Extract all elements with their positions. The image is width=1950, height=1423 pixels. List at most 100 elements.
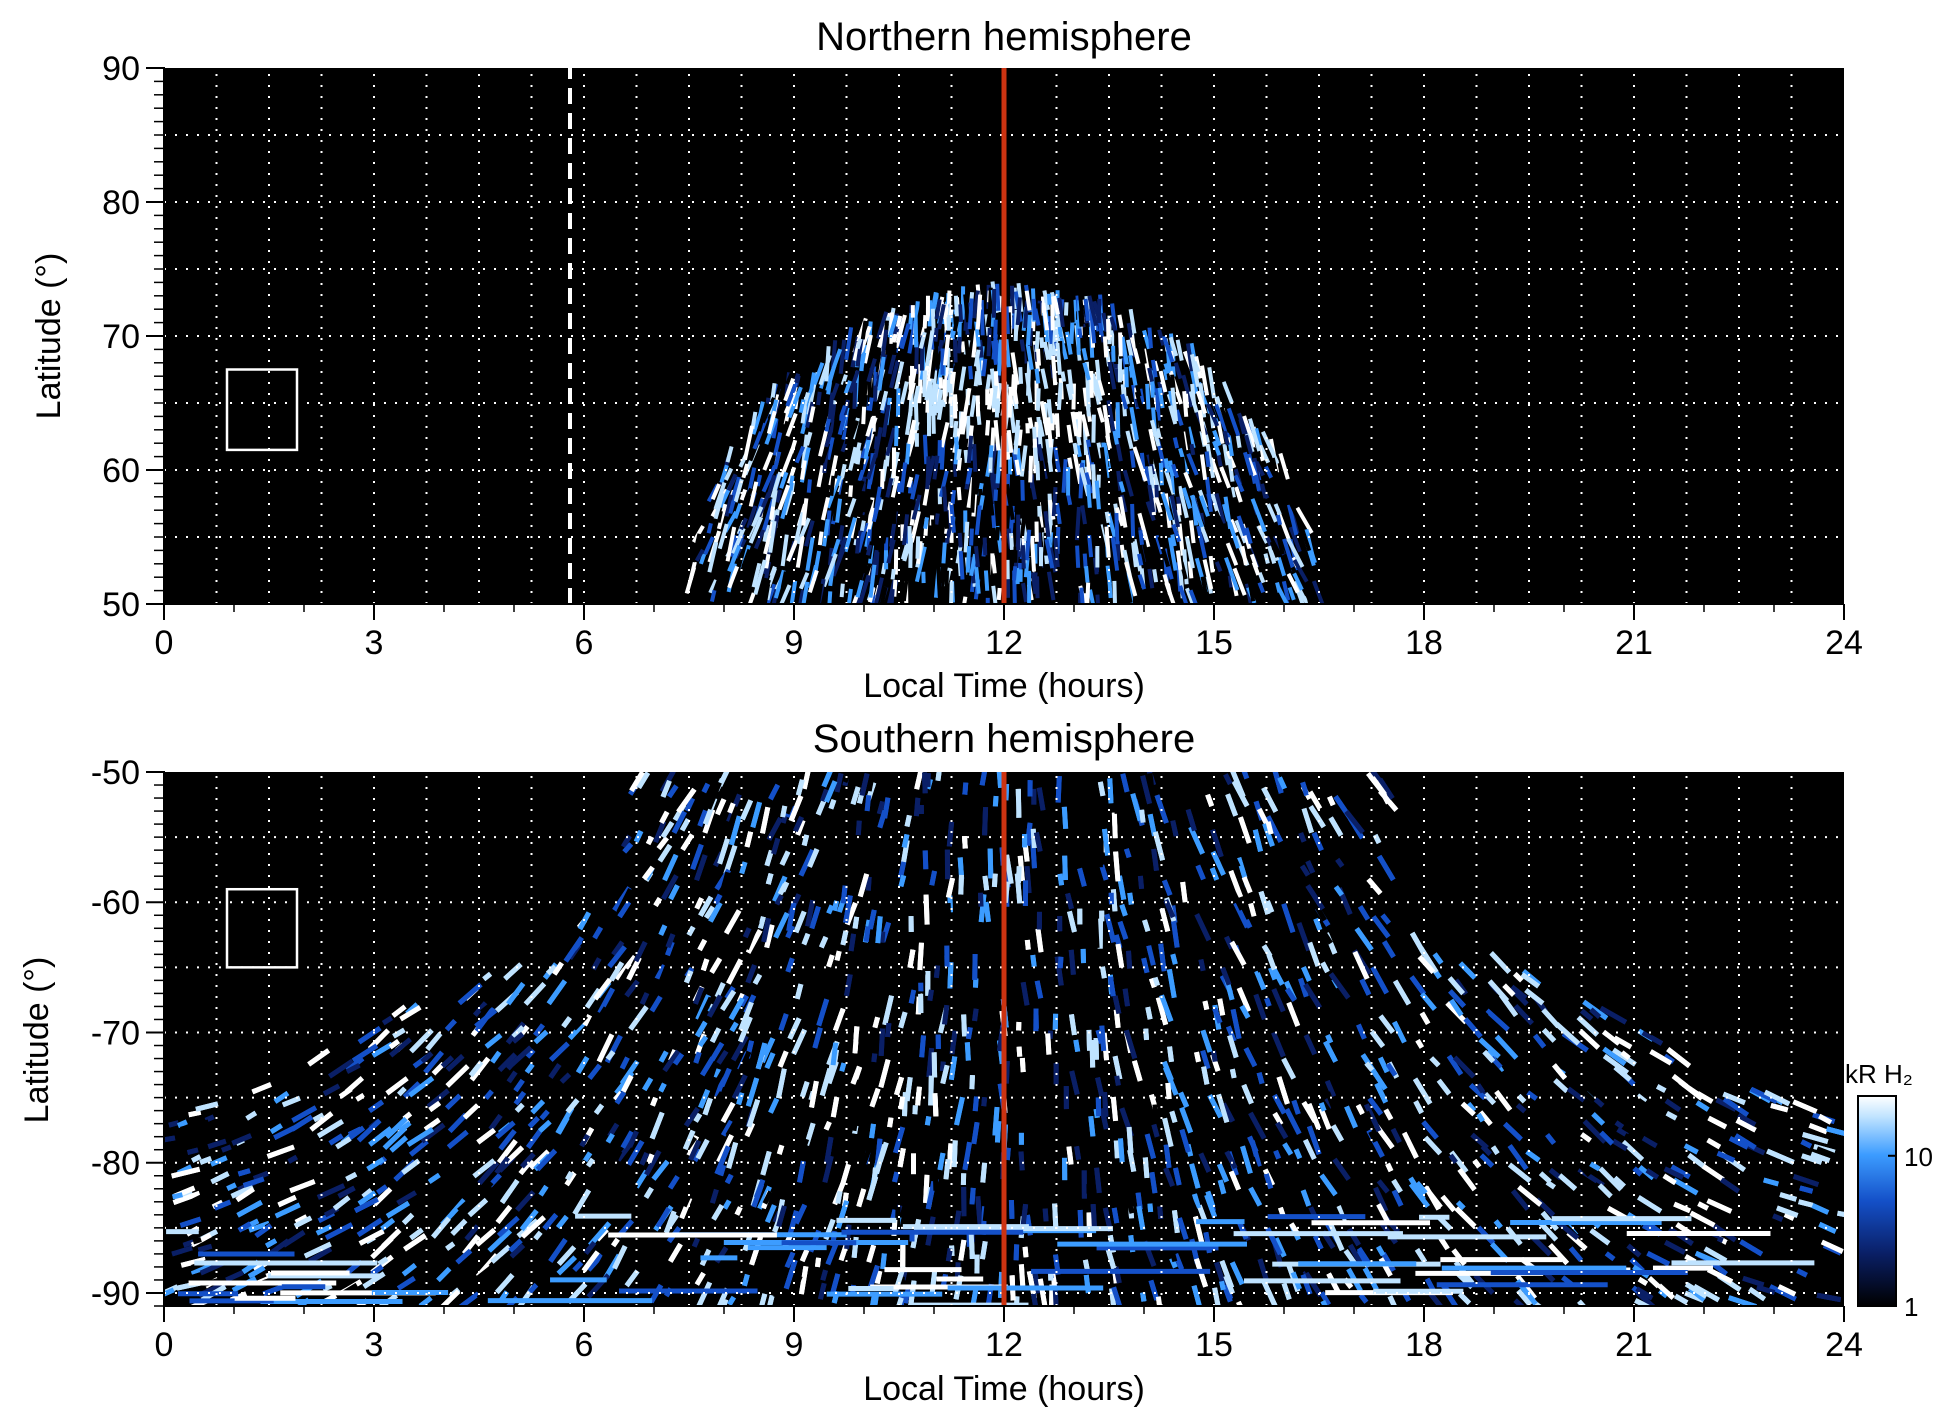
- emission-mark: [1282, 1142, 1294, 1156]
- emission-mark: [898, 1011, 908, 1029]
- emission-mark: [179, 1216, 202, 1228]
- emission-mark: [1209, 867, 1220, 881]
- emission-mark: [347, 1126, 362, 1137]
- emission-mark: [952, 314, 961, 332]
- emission-mark: [1112, 429, 1119, 445]
- emission-mark: [993, 489, 999, 501]
- emission-mark: [826, 954, 835, 968]
- emission-mark: [1049, 981, 1055, 992]
- emission-mark: [1415, 1038, 1425, 1049]
- emission-mark: [748, 516, 764, 544]
- emission-mark: [1061, 459, 1068, 493]
- emission-mark: [1125, 339, 1134, 357]
- emission-mark: [904, 569, 910, 584]
- emission-mark: [1478, 1110, 1493, 1126]
- emission-mark: [877, 356, 886, 391]
- emission-mark: [820, 1269, 828, 1281]
- emission-mark: [1141, 540, 1152, 569]
- emission-mark: [741, 548, 752, 568]
- emission-mark: [469, 1056, 491, 1082]
- emission-mark: [1101, 312, 1109, 332]
- emission-mark: [764, 553, 771, 569]
- emission-mark: [1180, 881, 1188, 903]
- emission-mark: [1649, 1049, 1673, 1066]
- emission-mark: [1356, 1023, 1367, 1040]
- emission-mark: [1722, 1096, 1750, 1117]
- emission-mark: [656, 836, 669, 851]
- emission-mark: [695, 1138, 710, 1160]
- emission-mark: [1632, 1166, 1643, 1177]
- emission-mark: [1034, 479, 1043, 503]
- emission-mark: [751, 562, 762, 588]
- emission-mark: [1637, 1195, 1663, 1214]
- emission-mark: [885, 477, 894, 498]
- emission-mark: [1204, 476, 1213, 513]
- emission-mark: [776, 1144, 785, 1155]
- emission-mark: [1179, 1128, 1191, 1153]
- emission-mark: [1178, 585, 1189, 604]
- emission-mark: [716, 503, 728, 530]
- emission-mark: [1005, 483, 1015, 520]
- emission-mark: [816, 391, 822, 406]
- emission-mark: [1225, 1288, 1234, 1300]
- emission-mark: [846, 588, 853, 604]
- emission-mark: [1102, 828, 1111, 856]
- emission-mark: [1025, 344, 1034, 370]
- emission-mark: [1260, 487, 1270, 500]
- emission-mark: [666, 1213, 679, 1230]
- emission-mark: [1017, 326, 1024, 347]
- emission-mark: [1150, 359, 1158, 378]
- emission-mark: [1818, 1113, 1833, 1125]
- emission-mark: [844, 565, 850, 580]
- emission-mark: [890, 475, 900, 498]
- emission-mark: [1152, 831, 1166, 861]
- emission-mark: [936, 566, 942, 599]
- emission-mark: [1005, 288, 1011, 307]
- emission-mark: [956, 1148, 964, 1160]
- emission-mark: [897, 346, 903, 358]
- emission-mark: [1187, 561, 1194, 579]
- emission-mark: [613, 968, 631, 991]
- emission-mark: [1623, 1133, 1647, 1149]
- emission-mark: [859, 352, 867, 371]
- emission-mark: [572, 1188, 592, 1216]
- emission-mark: [972, 1008, 979, 1022]
- emission-mark: [1162, 368, 1170, 381]
- emission-mark: [953, 444, 960, 465]
- emission-mark: [801, 772, 811, 790]
- emission-mark: [1179, 561, 1188, 580]
- emission-mark: [1050, 772, 1057, 794]
- emission-mark: [490, 1276, 508, 1294]
- emission-mark: [708, 578, 717, 594]
- emission-mark: [1293, 1148, 1303, 1160]
- emission-mark: [975, 1196, 983, 1225]
- emission-mark: [1104, 417, 1111, 434]
- emission-mark: [1458, 961, 1477, 980]
- emission-mark: [1116, 470, 1123, 491]
- emission-mark: [969, 395, 977, 418]
- emission-mark: [1075, 443, 1082, 458]
- emission-mark: [1020, 545, 1026, 569]
- emission-mark: [789, 439, 798, 454]
- emission-mark: [825, 1241, 839, 1266]
- emission-mark: [1232, 567, 1247, 596]
- emission-mark: [1217, 1179, 1227, 1195]
- emission-mark: [1466, 1101, 1477, 1113]
- emission-mark: [943, 1159, 951, 1180]
- emission-mark: [462, 1103, 480, 1120]
- emission-mark: [1157, 536, 1171, 568]
- emission-mark: [1370, 966, 1389, 995]
- emission-mark: [1578, 1028, 1601, 1050]
- emission-mark: [985, 1077, 992, 1090]
- north-emission: [684, 281, 1325, 604]
- emission-mark: [768, 783, 781, 801]
- emission-mark: [822, 564, 830, 579]
- emission-mark: [701, 782, 711, 794]
- emission-mark: [1221, 588, 1230, 603]
- emission-mark: [1120, 773, 1130, 793]
- emission-mark: [1270, 457, 1281, 486]
- emission-mark: [450, 1218, 468, 1236]
- emission-mark: [511, 1025, 525, 1039]
- emission-mark: [859, 520, 866, 532]
- emission-mark: [686, 925, 696, 937]
